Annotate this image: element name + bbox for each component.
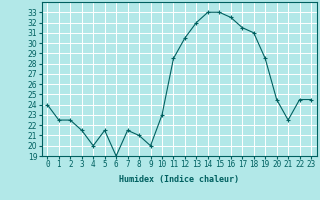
X-axis label: Humidex (Indice chaleur): Humidex (Indice chaleur) <box>119 175 239 184</box>
